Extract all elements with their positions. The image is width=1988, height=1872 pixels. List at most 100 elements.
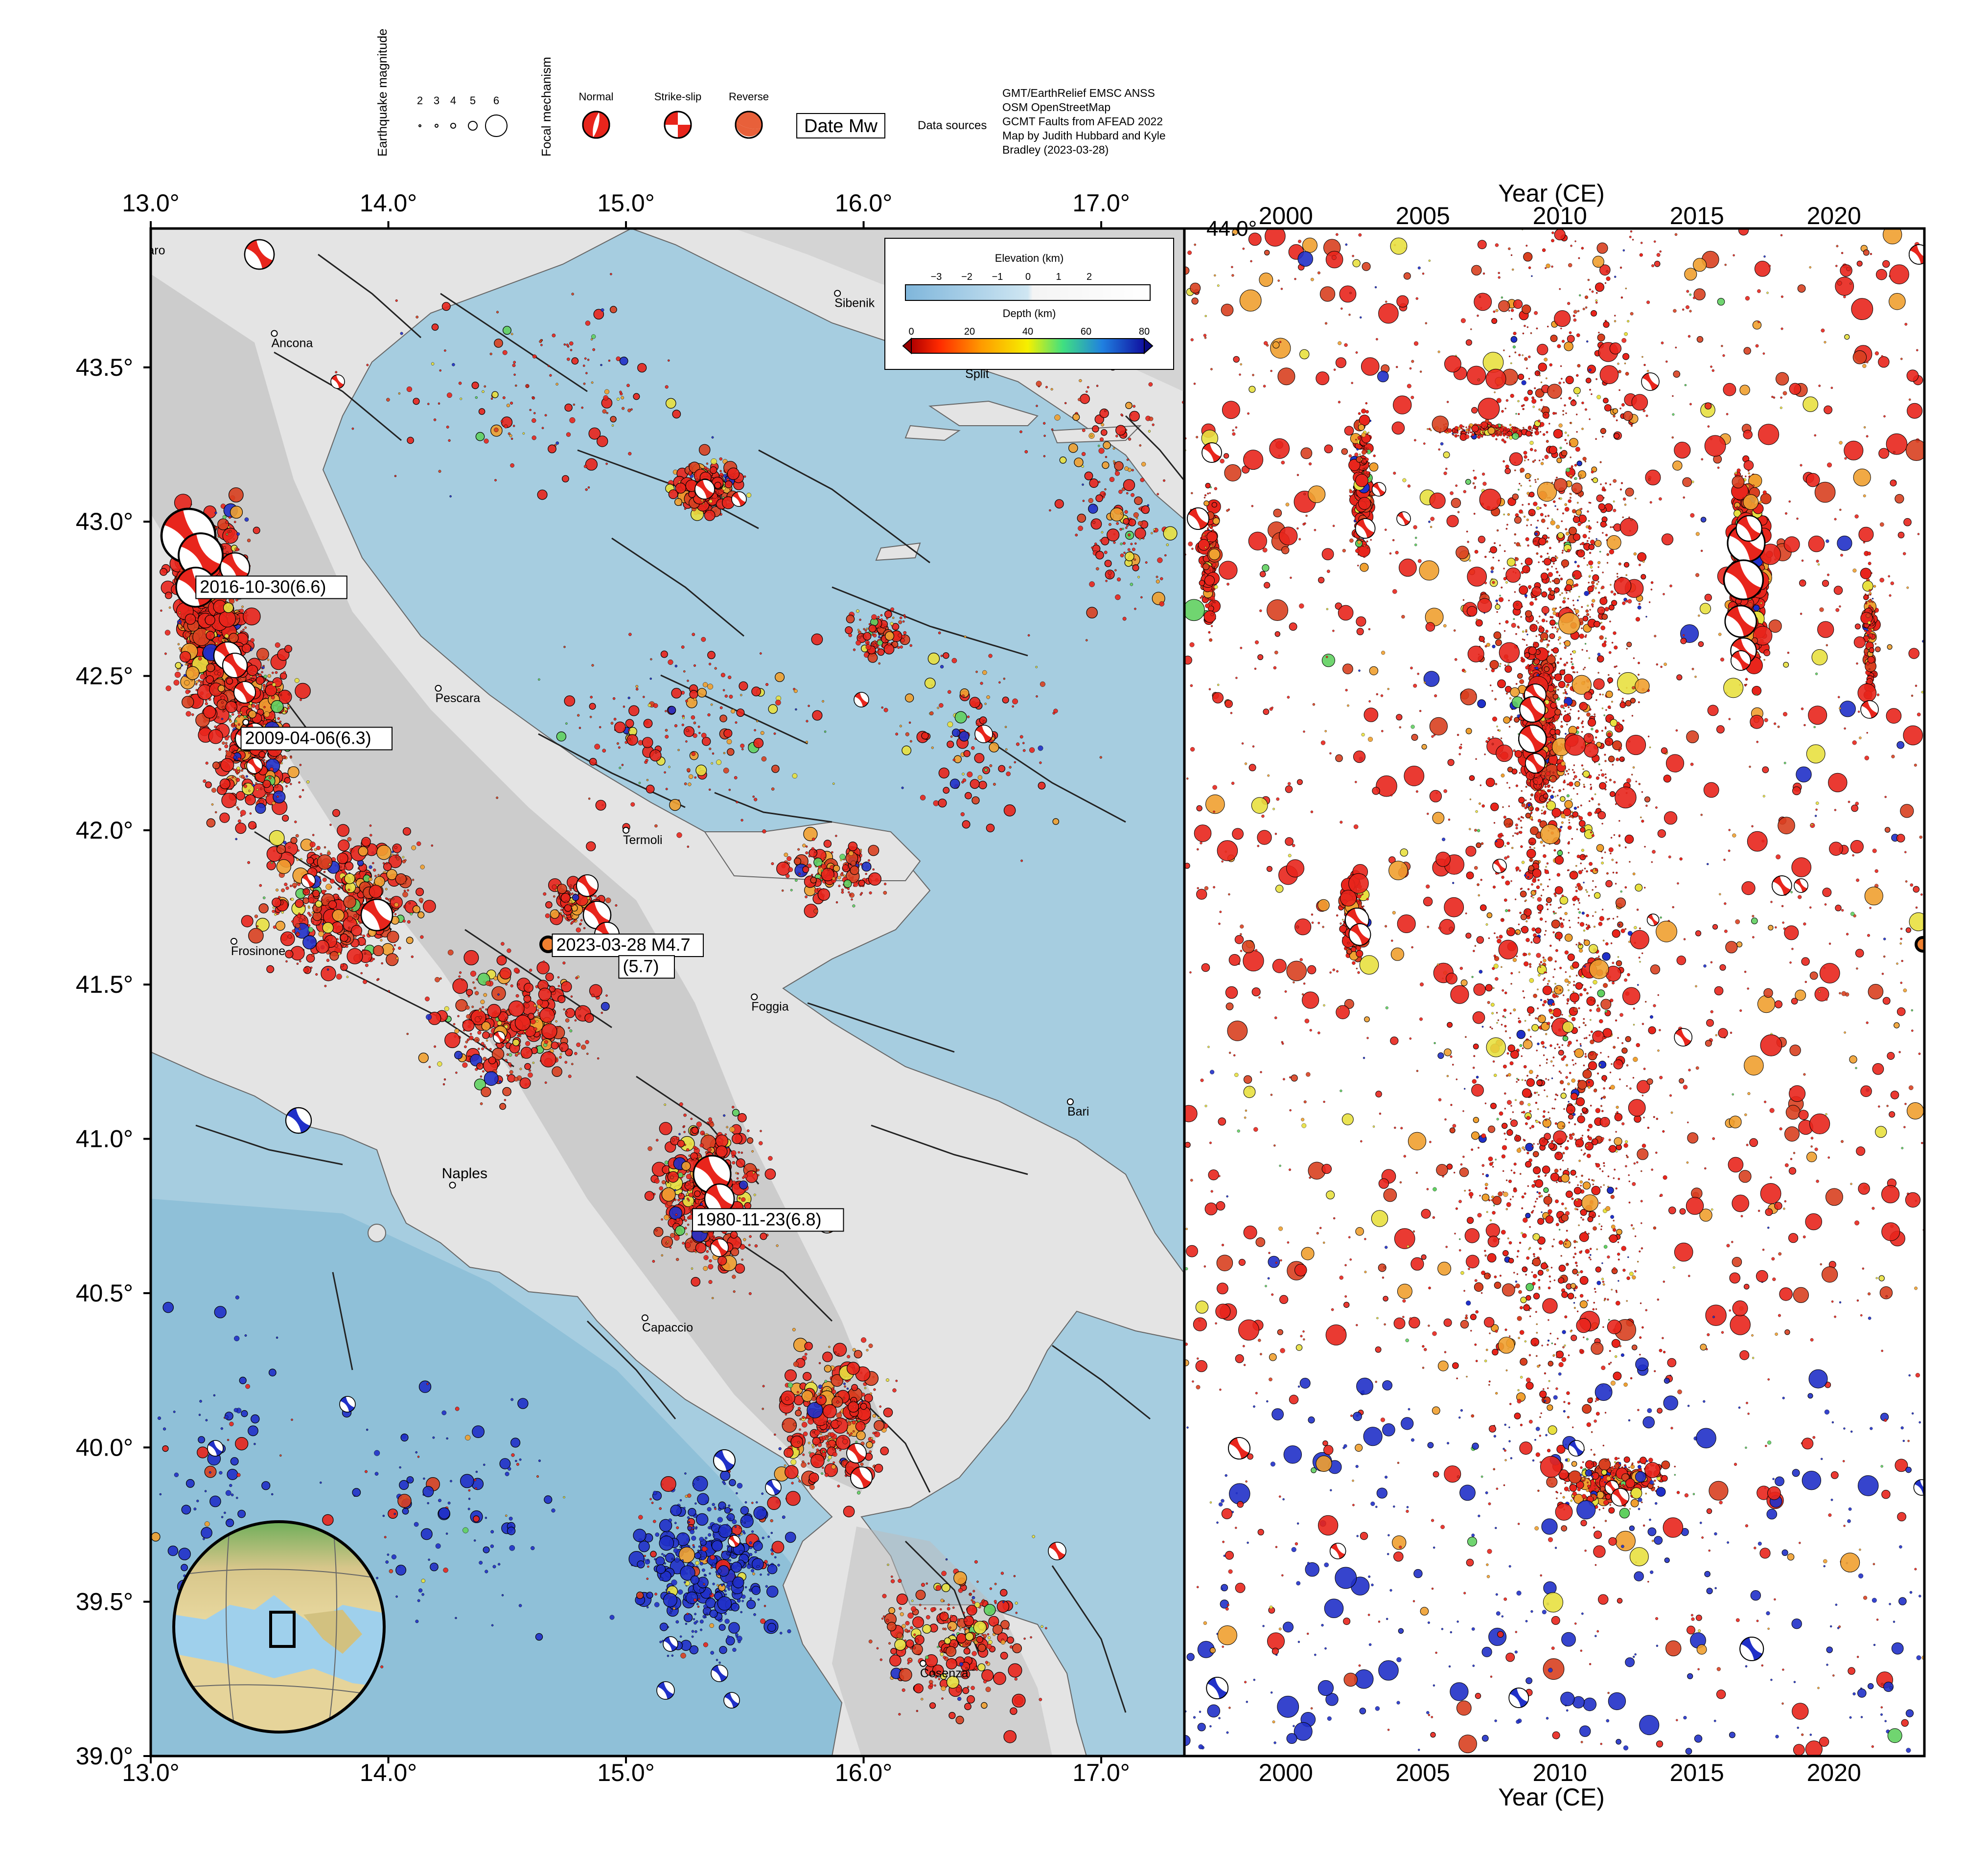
earthquake (271, 700, 284, 713)
earthquake (296, 858, 299, 861)
earthquake (291, 920, 294, 923)
earthquake (418, 1052, 429, 1063)
earthquake (236, 615, 240, 619)
earthquake (887, 1563, 889, 1566)
earthquake (864, 629, 867, 632)
earthquake (736, 1182, 739, 1185)
earthquake (943, 652, 949, 659)
earthquake (683, 1131, 686, 1133)
earthquake (472, 981, 475, 984)
earthquake (459, 971, 462, 974)
earthquake (563, 343, 566, 346)
mechanism-legend: Normal Strike-slip Reverse (579, 91, 769, 139)
earthquake (515, 384, 517, 387)
earthquake (993, 1672, 1006, 1685)
earthquake (185, 663, 187, 666)
earthquake (703, 1266, 708, 1271)
earthquake (877, 616, 880, 618)
earthquake (559, 1042, 569, 1052)
earthquake (693, 697, 697, 701)
earthquake (696, 1121, 702, 1127)
earthquake (811, 633, 823, 645)
earthquake (282, 755, 285, 759)
earthquake (198, 657, 202, 661)
earthquake (673, 1220, 676, 1223)
earthquake (1132, 564, 1139, 571)
earthquake (220, 695, 225, 700)
earthquake (762, 1408, 764, 1410)
earthquake (583, 464, 587, 468)
earthquake (661, 1218, 663, 1221)
earthquake (225, 701, 237, 713)
earthquake (873, 1388, 876, 1391)
earthquake (479, 1016, 482, 1019)
earthquake (832, 1368, 836, 1371)
earthquake (551, 1041, 559, 1050)
earthquake (283, 671, 286, 674)
earthquake (1094, 542, 1097, 546)
earthquake (888, 1607, 896, 1614)
earthquake (881, 1617, 884, 1620)
earthquake (784, 1464, 786, 1467)
earthquake (442, 1083, 445, 1086)
earthquake (544, 1040, 548, 1044)
earthquake (1120, 413, 1123, 416)
earthquake (813, 857, 823, 867)
earthquake (299, 928, 301, 930)
earthquake (569, 341, 574, 346)
earthquake (513, 967, 519, 973)
earthquake (737, 1113, 747, 1122)
earthquake (867, 642, 870, 645)
earthquake (871, 633, 874, 636)
earthquake (258, 903, 269, 913)
earthquake (205, 702, 208, 706)
earthquake (410, 913, 413, 915)
earthquake (654, 1178, 660, 1184)
earthquake (1130, 543, 1133, 546)
data-source-line: OSM OpenStreetMap (1002, 101, 1110, 114)
earthquake (562, 914, 565, 917)
earthquake (185, 711, 191, 717)
earthquake (509, 1070, 513, 1074)
earthquake (403, 882, 406, 885)
earthquake (982, 1598, 985, 1601)
data-source-line: Bradley (2023-03-28) (1002, 143, 1109, 156)
earthquake (811, 847, 814, 850)
earthquake (948, 1603, 950, 1606)
earthquake (406, 1032, 409, 1035)
earthquake (224, 639, 227, 642)
earthquake (822, 700, 825, 703)
earthquake (359, 922, 362, 924)
earthquake (686, 1148, 690, 1152)
earthquake (217, 535, 220, 537)
earthquake (596, 435, 608, 447)
earthquake (398, 946, 401, 950)
earthquake (1141, 462, 1146, 467)
earthquake (547, 365, 550, 367)
earthquake (861, 635, 863, 638)
earthquake (849, 1434, 851, 1437)
earthquake (897, 1632, 903, 1639)
earthquake (812, 1446, 815, 1449)
earthquake (803, 1431, 808, 1437)
earthquake (476, 1039, 479, 1042)
earthquake (569, 893, 572, 896)
earthquake (1125, 402, 1133, 409)
earthquake (338, 952, 341, 956)
earthquake (842, 1397, 845, 1399)
earthquake (164, 630, 171, 636)
earthquake (174, 671, 181, 678)
earthquake (1038, 781, 1046, 790)
earthquake (728, 675, 732, 680)
earthquake (911, 1599, 914, 1602)
earthquake (325, 884, 332, 890)
earthquake (960, 1644, 963, 1646)
earthquake (361, 837, 371, 847)
earthquake (307, 924, 311, 927)
fault-line (855, 1393, 931, 1493)
earthquake (387, 931, 399, 943)
earthquake (275, 784, 278, 788)
earthquake (366, 364, 369, 366)
earthquake (895, 1379, 898, 1382)
earthquake (431, 323, 439, 331)
